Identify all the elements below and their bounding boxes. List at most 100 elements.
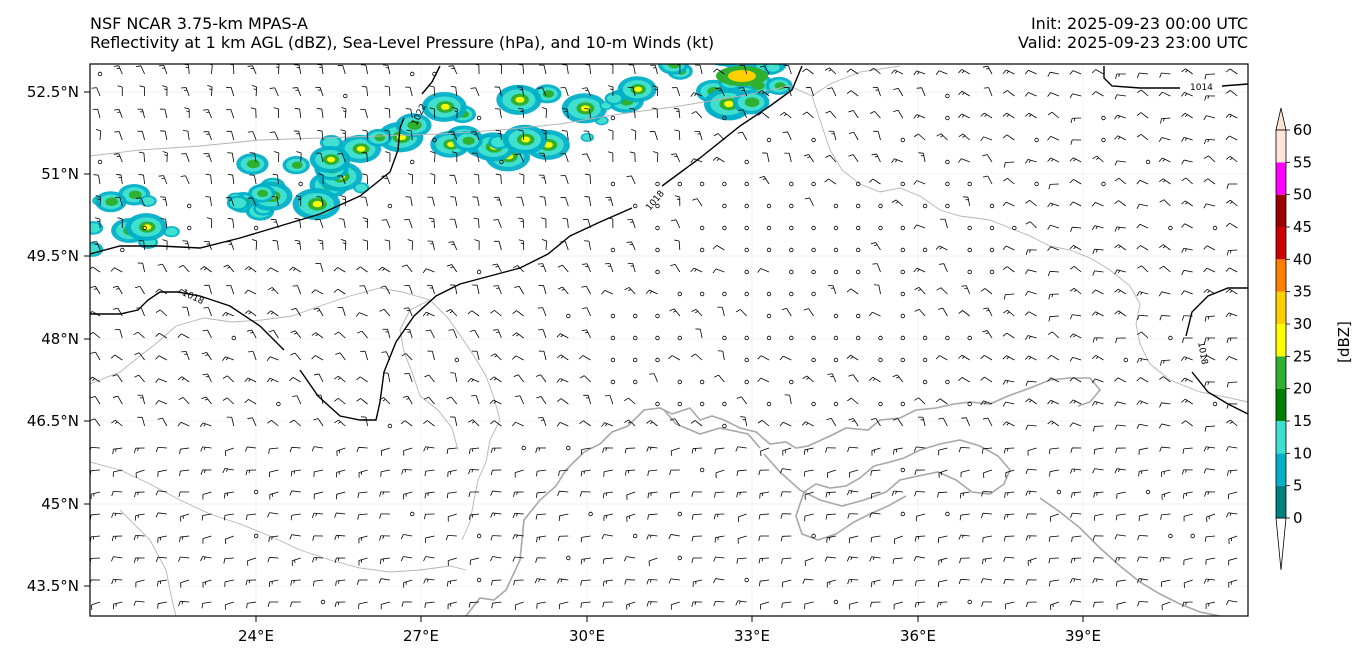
wind-barb [223, 557, 234, 564]
wind-barb [513, 374, 525, 383]
calm-wind-marker [588, 511, 593, 517]
isobar-1018-west [90, 65, 803, 421]
wind-barb [670, 447, 680, 456]
echo-cell-core [141, 196, 155, 206]
echo-cell-heavy [724, 100, 734, 108]
calm-wind-marker [1212, 401, 1218, 407]
wind-barb [137, 394, 145, 405]
wind-barb [452, 107, 458, 119]
wind-barb [447, 601, 457, 610]
echo-cell-core [766, 64, 780, 72]
wind-barb [1049, 579, 1059, 587]
wind-barb [1091, 225, 1104, 231]
echo-cell-moderate [128, 190, 142, 200]
wind-barb [90, 331, 101, 339]
wind-barb [314, 373, 324, 383]
wind-barb [691, 491, 703, 497]
wind-barb [114, 131, 123, 141]
wind-barb [267, 512, 279, 518]
wind-barb [1047, 111, 1060, 119]
wind-barb [848, 110, 859, 119]
lon-tick-33: 33°E [734, 627, 770, 645]
wind-barb [133, 534, 145, 541]
wind-barb [735, 446, 747, 452]
wind-barb [266, 310, 279, 317]
wind-barb [980, 288, 993, 295]
colorbar-extend-top [1275, 107, 1287, 131]
calm-wind-marker [655, 181, 660, 187]
wind-barb [294, 239, 302, 251]
wind-barb [557, 286, 569, 295]
echo-cell-moderate [105, 197, 119, 206]
wind-barb [1183, 513, 1193, 522]
wind-barb [759, 65, 770, 75]
wind-barb [378, 578, 390, 584]
wind-barb [1203, 267, 1216, 273]
calm-wind-marker [922, 357, 928, 363]
wind-barb [1025, 199, 1037, 207]
wind-barb [1005, 601, 1015, 610]
wind-barb [356, 376, 368, 383]
wind-barb [247, 131, 257, 141]
calm-wind-marker [387, 423, 393, 429]
wind-barb [512, 332, 524, 339]
calm-wind-marker [610, 115, 616, 121]
wind-barb [562, 108, 569, 119]
calm-wind-marker [677, 401, 682, 407]
calm-wind-marker [655, 313, 660, 319]
wind-barb [1069, 422, 1082, 428]
calm-wind-marker [722, 423, 727, 429]
wind-barb [1091, 400, 1104, 406]
wind-barb [448, 65, 458, 75]
wind-barb [379, 535, 390, 541]
wind-barb [736, 557, 747, 564]
wind-barb [535, 374, 547, 383]
wind-barb [157, 469, 167, 477]
wind-barb [91, 241, 101, 251]
wind-barb [579, 420, 591, 427]
wind-barb [691, 111, 703, 119]
wind-barb [558, 513, 569, 521]
wind-barb [803, 469, 814, 477]
wind-barb [490, 490, 502, 496]
wind-barb [579, 491, 591, 497]
wind-barb [358, 601, 368, 609]
wind-barb [1138, 447, 1149, 455]
calm-wind-marker [677, 555, 682, 561]
wind-barb [535, 491, 547, 498]
calm-wind-marker [878, 401, 883, 407]
wind-barb [1116, 601, 1126, 610]
wind-barb [449, 218, 458, 229]
wind-barb [112, 307, 123, 317]
isobars [90, 65, 1248, 421]
wind-barb [135, 65, 145, 75]
calm-wind-marker [677, 379, 682, 385]
wind-barb [849, 601, 859, 610]
wind-barb [1002, 201, 1015, 207]
wind-barb [111, 535, 123, 542]
wind-barb [135, 579, 145, 588]
wind-barb [674, 129, 681, 141]
calm-wind-marker [722, 291, 727, 297]
wind-barb [512, 421, 524, 427]
wind-barb [1002, 355, 1015, 361]
wind-barb [671, 219, 681, 229]
echo-cell-heavy [312, 200, 323, 208]
reflectivity-echoes [90, 64, 793, 257]
wind-barb [91, 87, 101, 97]
wind-barb [692, 198, 703, 207]
wind-barb [784, 394, 792, 405]
wind-barb [312, 557, 324, 563]
wind-barb [295, 195, 302, 207]
wind-barb [1003, 177, 1015, 185]
wind-barb [1024, 69, 1037, 75]
wind-barb [801, 421, 814, 427]
calm-wind-marker [655, 225, 660, 231]
wind-barb [474, 239, 480, 251]
wind-barb [561, 130, 569, 141]
wind-barb [90, 285, 101, 295]
wind-barb [824, 67, 837, 75]
wind-barb [358, 469, 368, 478]
wind-barb [362, 173, 368, 185]
